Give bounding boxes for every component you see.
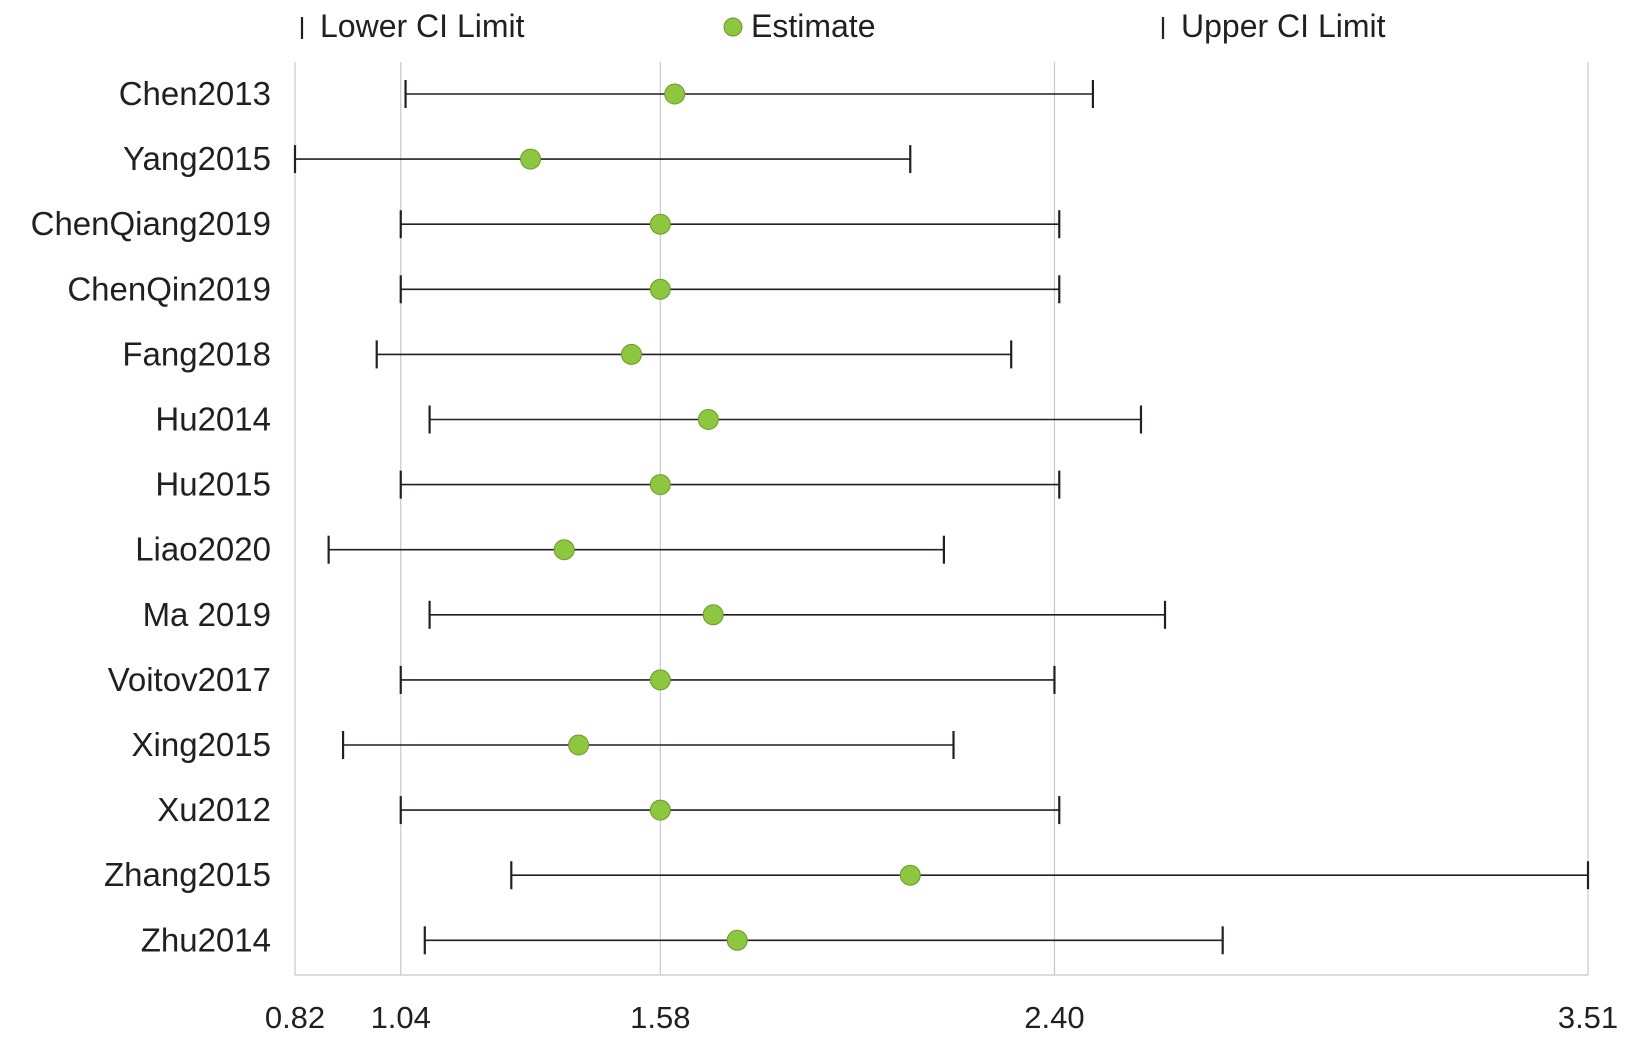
estimate-point [568,734,590,756]
estimate-point [520,148,542,170]
study-labels: Chen2013 Yang2015 ChenQiang2019 ChenQin2019… [31,75,271,958]
legend: Lower CI Limit Estimate Upper CI Limit [300,8,1386,44]
study-label: Yang2015 [123,140,271,177]
estimate-point [899,864,921,886]
x-axis: 0.82 1.04 1.58 2.40 3.51 [265,974,1618,1035]
ci-bar [404,80,1095,108]
legend-lower-label: Lower CI Limit [320,8,525,44]
ci-bar [428,600,1167,629]
legend-estimate-label: Estimate [751,8,875,44]
x-tick-label: 1.04 [371,1000,431,1033]
ci-bar [399,275,1061,304]
estimate-point [649,799,671,821]
estimate-point [664,83,686,105]
ci-bar [428,405,1143,434]
legend-item-lower: Lower CI Limit [300,8,525,44]
study-label: Ma 2019 [143,596,271,633]
estimate-point [553,539,575,561]
estimates [520,83,921,951]
study-label: Xing2015 [132,726,271,763]
legend-upper-label: Upper CI Limit [1181,8,1386,44]
estimate-point [649,474,671,496]
study-label: Hu2014 [155,401,271,438]
ci-bar [341,731,955,759]
ci-bar [327,535,946,564]
ci-bar [399,796,1061,825]
ci-bar [399,210,1061,239]
ci-bar [423,926,1224,955]
study-label: ChenQiang2019 [31,205,271,242]
estimate-point [726,929,748,951]
x-tick-label: 0.82 [265,1000,325,1033]
x-tick-label: 3.51 [1558,1000,1618,1033]
estimate-point [649,278,671,300]
study-label: Voitov2017 [108,661,271,698]
x-tick-label: 2.40 [1024,1000,1084,1033]
study-label: Chen2013 [119,75,271,112]
x-tick-label: 1.58 [630,1000,690,1033]
legend-estimate-marker [723,17,743,37]
study-label: Liao2020 [135,531,271,568]
ci-bar [293,145,912,174]
confidence-intervals [293,80,1590,955]
study-label: Fang2018 [122,335,271,372]
study-label: Zhang2015 [104,856,271,893]
ci-bar [399,665,1056,694]
legend-item-estimate: Estimate [723,8,875,44]
estimate-point [697,409,719,430]
study-label: ChenQin2019 [67,270,271,307]
estimate-point [620,343,642,365]
study-label: Hu2015 [155,466,271,503]
estimate-point [649,669,671,691]
ci-bar [399,470,1061,499]
ci-bar [510,861,1590,890]
gridlines [294,62,1589,975]
estimate-point [702,604,724,626]
estimate-point [649,213,671,235]
study-label: Xu2012 [157,791,271,828]
ci-bar [375,340,1013,369]
study-label: Zhu2014 [141,921,271,958]
legend-item-upper: Upper CI Limit [1161,8,1386,44]
